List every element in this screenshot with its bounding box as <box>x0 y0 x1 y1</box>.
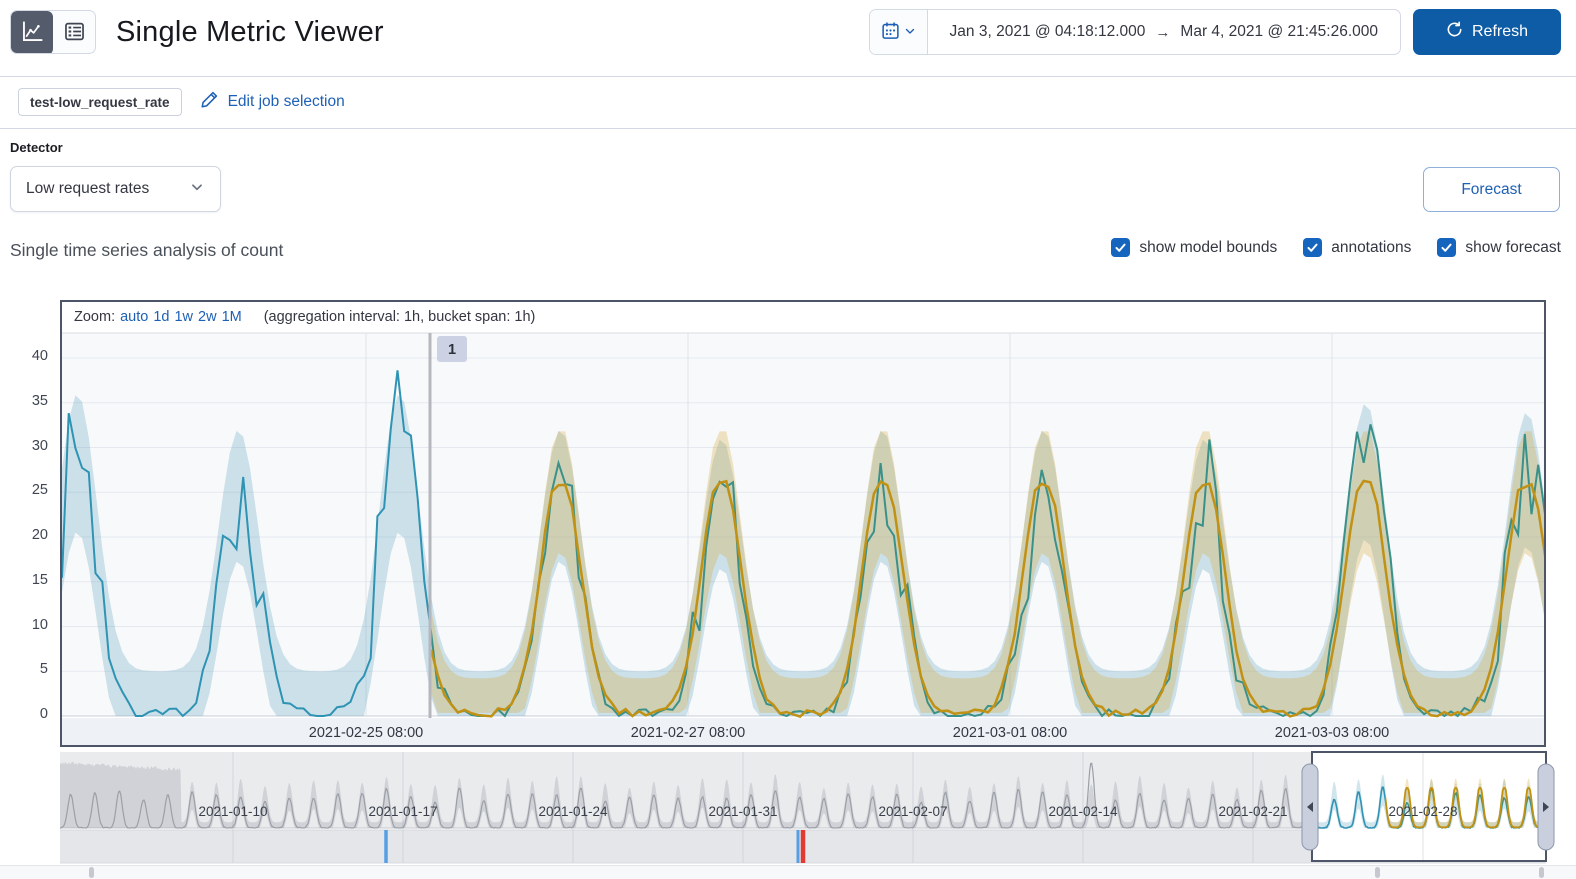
y-tick-label: 30 <box>31 437 48 454</box>
x-tick-label: 2021-02-25 08:00 <box>309 725 424 741</box>
checkbox-annotations[interactable]: annotations <box>1303 238 1411 257</box>
y-tick-label: 20 <box>31 527 48 543</box>
header: Single Metric Viewer Jan 3, 2021 @ 04:18… <box>0 0 1576 64</box>
bottom-strip <box>0 865 1576 879</box>
forecast-button[interactable]: Forecast <box>1423 167 1560 212</box>
zoom-link-1M[interactable]: 1M <box>221 309 242 325</box>
edit-job-selection-label: Edit job selection <box>227 93 345 110</box>
zoom-links: auto 1d 1w 2w 1M <box>120 309 247 325</box>
context-x-tick-label: 2021-02-21 <box>1218 804 1287 819</box>
job-bar: test-low_request_rate Edit job selection <box>18 88 345 116</box>
y-tick-label: 15 <box>31 571 48 588</box>
y-tick-label: 10 <box>31 616 48 633</box>
zoom-link-1d[interactable]: 1d <box>153 309 170 325</box>
forecast-line <box>429 479 1544 718</box>
analysis-heading: Single time series analysis of count <box>10 240 284 260</box>
actual-line <box>62 370 433 718</box>
checkbox-label: show forecast <box>1465 238 1561 256</box>
x-tick-label: 2021-02-27 08:00 <box>631 725 746 741</box>
edit-job-selection-link[interactable]: Edit job selection <box>200 90 345 114</box>
chevron-down-icon <box>904 25 916 40</box>
refresh-label: Refresh <box>1471 23 1529 40</box>
x-tick-label: 2021-03-01 08:00 <box>953 725 1068 741</box>
swimlane-annotation-marker[interactable] <box>796 830 800 863</box>
brush-right-handle[interactable] <box>1537 763 1555 851</box>
timeline-marker <box>1375 867 1380 878</box>
context-x-tick-label: 2021-01-17 <box>368 804 437 819</box>
checkbox-box[interactable] <box>1303 238 1323 257</box>
zoom-link-auto[interactable]: auto <box>120 309 149 325</box>
brush-left-handle[interactable] <box>1301 763 1319 851</box>
forecast-band <box>431 431 1544 713</box>
y-tick-label: 40 <box>31 348 48 364</box>
checkbox-box[interactable] <box>1437 238 1457 257</box>
divider <box>0 128 1576 129</box>
context-x-tick-label: 2021-02-14 <box>1048 804 1118 819</box>
checkbox-label: show model bounds <box>1139 238 1278 256</box>
context-x-tick-label: 2021-01-24 <box>538 804 608 819</box>
detector-selected-value: Low request rates <box>26 180 150 197</box>
view-toggle-group <box>10 10 96 54</box>
divider <box>0 76 1576 77</box>
chart-view-toggle-button[interactable] <box>11 11 53 53</box>
context-series-gray <box>60 761 1312 829</box>
table-icon <box>64 21 85 45</box>
chevron-down-icon <box>190 180 204 199</box>
context-x-tick-label: 2021-01-31 <box>708 804 777 819</box>
swimlane-annotation-marker[interactable] <box>800 830 806 863</box>
pencil-icon <box>200 90 219 114</box>
checkbox-show-model-bounds[interactable]: show model bounds <box>1111 238 1277 257</box>
annotation-badge[interactable] <box>437 336 467 362</box>
main-chart-border <box>60 300 1546 747</box>
page-title: Single Metric Viewer <box>116 15 384 48</box>
zoom-link-2w[interactable]: 2w <box>198 309 217 325</box>
date-range-end[interactable]: Mar 4, 2021 @ 21:45:26.000 <box>1180 23 1378 40</box>
date-range-start[interactable]: Jan 3, 2021 @ 04:18:12.000 <box>949 23 1146 40</box>
actual-line-forecast-region <box>430 424 1544 718</box>
context-x-tick-label: 2021-01-10 <box>198 804 267 819</box>
checkbox-label: annotations <box>1331 238 1412 256</box>
y-tick-label: 25 <box>31 482 48 499</box>
y-tick-label: 0 <box>39 706 48 722</box>
date-range-picker: Jan 3, 2021 @ 04:18:12.000 → Mar 4, 2021… <box>868 9 1401 55</box>
date-range-display[interactable]: Jan 3, 2021 @ 04:18:12.000 → Mar 4, 2021… <box>928 10 1400 54</box>
context-x-tick-label: 2021-02-07 <box>878 804 947 819</box>
timeline-marker <box>89 867 94 878</box>
main-chart-series <box>62 370 1544 718</box>
checkbox-box[interactable] <box>1111 238 1131 257</box>
table-view-toggle-button[interactable] <box>53 11 95 53</box>
zoom-bar: Zoom: auto 1d 1w 2w 1M (aggregation interval… <box>74 304 535 330</box>
timeline-marker <box>1539 867 1544 878</box>
arrow-right-icon: → <box>1155 23 1171 41</box>
aggregation-note: (aggregation interval: 1h, bucket span: … <box>263 309 536 325</box>
refresh-icon <box>1446 21 1463 43</box>
calendar-icon <box>881 21 900 43</box>
swimlane-annotation-marker[interactable] <box>384 830 388 863</box>
context-x-tick-label: 2021-02-28 <box>1388 804 1457 819</box>
detector-select[interactable]: Low request rates <box>10 166 221 212</box>
zoom-link-1w[interactable]: 1w <box>174 309 194 325</box>
main-time-series-chart[interactable]: 2021-02-25 08:00 2021-02-27 08:00 2021-03-… <box>60 300 1546 747</box>
x-tick-label: 2021-03-03 08:00 <box>1275 725 1390 741</box>
zoom-prefix: Zoom: <box>74 309 116 325</box>
context-chart-and-swimlane[interactable]: 2021-01-10 2021-01-17 2021-01-24 2021-01-31… <box>0 750 1576 865</box>
refresh-button[interactable]: Refresh <box>1413 9 1561 55</box>
checkbox-row: show model bounds annotations show forecas… <box>1111 238 1561 257</box>
header-right: Jan 3, 2021 @ 04:18:12.000 → Mar 4, 2021… <box>868 9 1561 55</box>
annotation-badge-label: 1 <box>448 342 456 358</box>
line-chart-icon <box>22 21 43 45</box>
detector-label: Detector <box>10 140 63 155</box>
job-id-badge: test-low_request_rate <box>18 88 182 116</box>
calendar-menu-button[interactable] <box>869 10 928 54</box>
checkbox-show-forecast[interactable]: show forecast <box>1437 238 1561 257</box>
y-tick-label: 5 <box>39 661 48 678</box>
y-tick-label: 35 <box>31 392 48 409</box>
